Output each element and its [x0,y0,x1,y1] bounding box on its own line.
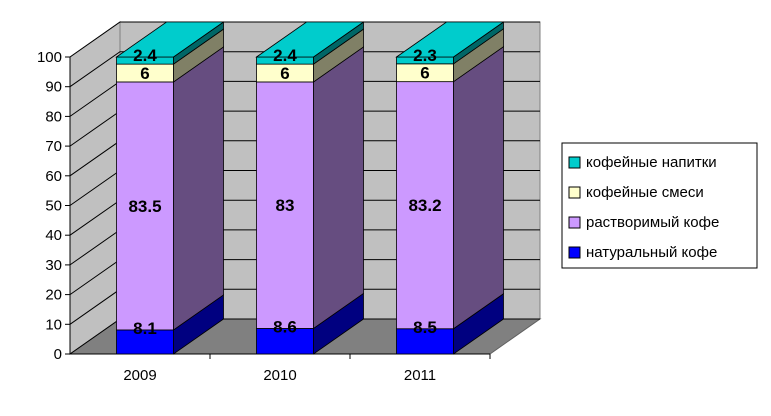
y-tick-label: 80 [45,108,62,125]
y-tick-label: 90 [45,79,62,96]
y-tick-label: 60 [45,168,62,185]
legend-swatch [568,156,581,169]
legend-swatch [568,246,581,259]
data-label: 2.3 [413,46,437,65]
bar-top [395,21,505,58]
data-label: 83.2 [408,196,441,215]
bar-segment-side [453,45,504,330]
x-category-label: 2011 [404,367,436,384]
bar-segment-side [173,46,224,331]
bar-segment [116,329,174,355]
y-tick-label: 30 [45,257,62,274]
legend-swatch [568,186,581,199]
x-category-label: 2009 [123,367,156,384]
data-label: 8.1 [133,319,157,338]
data-label: 83.5 [128,197,161,216]
data-label: 2.4 [133,46,157,65]
bar-segment [116,81,174,331]
legend: кофейные напитки кофейные смеси растворимы… [561,142,758,269]
bar-segment [256,328,314,355]
legend-box [561,142,758,269]
y-tick-label: 40 [45,227,62,244]
legend-swatch [568,216,581,229]
y-tick-label: 70 [45,138,62,155]
gridline [69,51,540,88]
bar-segment-side [313,46,364,330]
x-category-label: 2010 [263,367,296,384]
data-label: 6 [420,64,429,83]
gridline [69,21,540,58]
axes: 0 10 20 30 40 50 60 70 80 90 100 2009 2010 2011 [37,49,491,384]
bar-top [255,21,365,58]
legend-label: натуральный кофе [586,244,717,261]
bar-top [115,21,225,58]
data-label: 83 [276,196,295,215]
bars [115,21,505,355]
y-tick-label: 10 [45,316,62,333]
y-tick-label: 20 [45,287,62,304]
data-label: 8.5 [413,318,437,337]
data-label: 2.4 [273,46,297,65]
data-label: 6 [140,64,149,83]
bar-segment [256,81,314,329]
y-tick-label: 50 [45,198,62,215]
legend-label: растворимый кофе [586,214,719,231]
legend-label: кофейные смеси [586,184,704,201]
y-tick-label: 100 [37,49,62,66]
data-label: 8.6 [273,317,297,336]
legend-label: кофейные напитки [586,154,717,171]
y-tick-label: 0 [54,346,62,363]
data-label: 6 [280,64,289,83]
